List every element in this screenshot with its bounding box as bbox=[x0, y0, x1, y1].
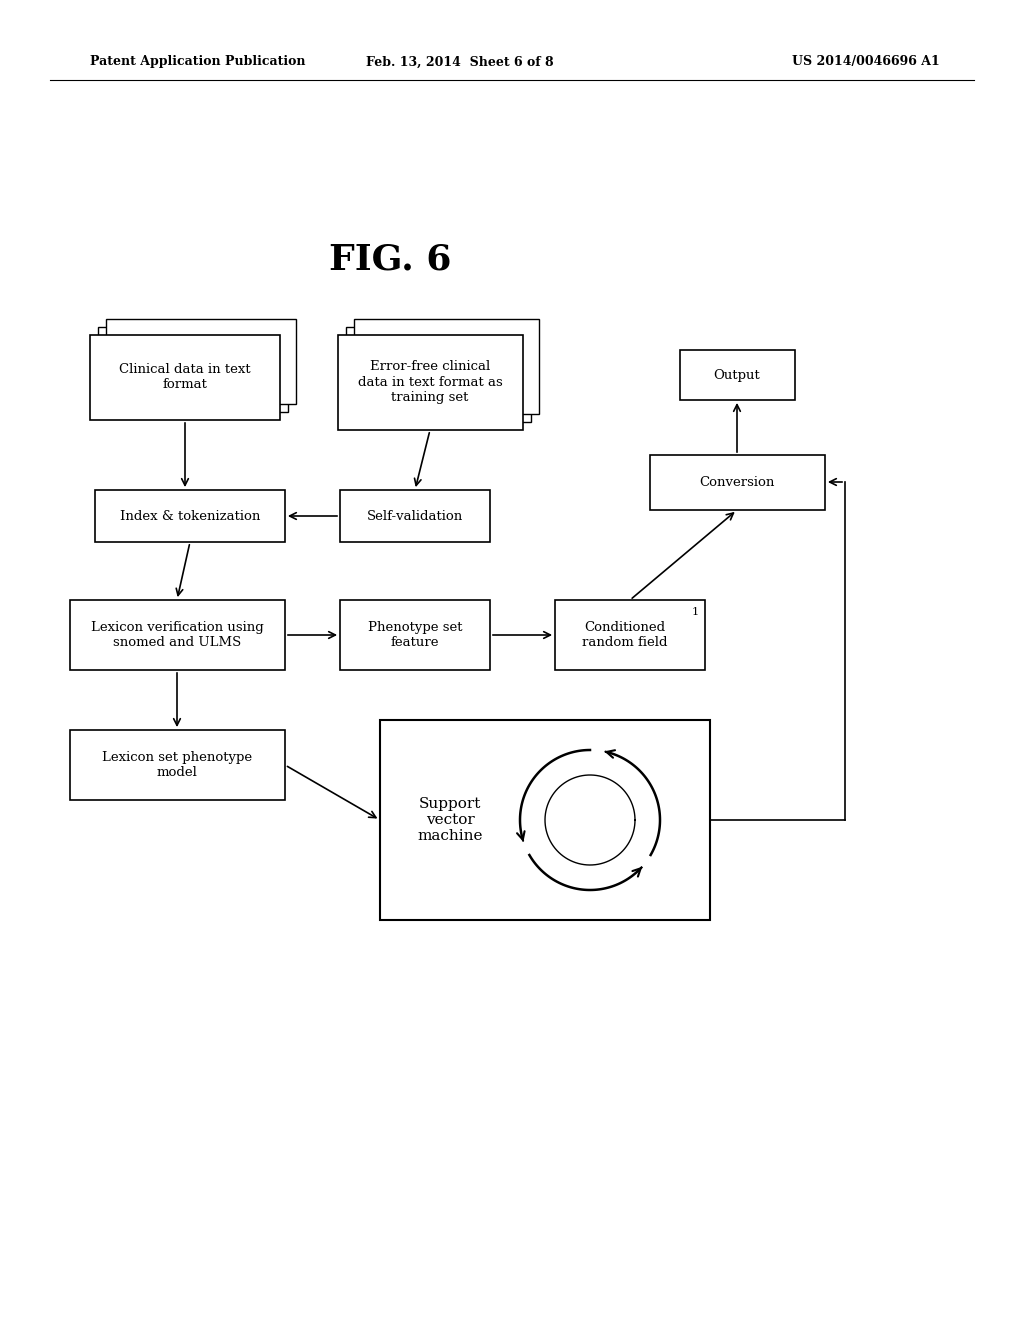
Text: Index & tokenization: Index & tokenization bbox=[120, 510, 260, 523]
Bar bbox=[340, 490, 490, 543]
Bar bbox=[98, 327, 288, 412]
Bar bbox=[70, 601, 285, 671]
Text: Conversion: Conversion bbox=[699, 475, 775, 488]
Bar bbox=[338, 335, 523, 430]
Text: Phenotype set
feature: Phenotype set feature bbox=[368, 620, 462, 649]
Bar bbox=[340, 601, 490, 671]
Text: Lexicon set phenotype
model: Lexicon set phenotype model bbox=[102, 751, 252, 779]
Text: Self-validation: Self-validation bbox=[367, 510, 463, 523]
Bar bbox=[90, 335, 280, 420]
Bar bbox=[346, 327, 531, 422]
Bar bbox=[106, 319, 296, 404]
Text: Output: Output bbox=[714, 368, 761, 381]
Text: Support
vector
machine: Support vector machine bbox=[417, 797, 482, 843]
Bar bbox=[680, 350, 795, 400]
Text: Error-free clinical
data in text format as
training set: Error-free clinical data in text format … bbox=[357, 360, 503, 404]
Text: 1: 1 bbox=[691, 607, 698, 616]
Text: Feb. 13, 2014  Sheet 6 of 8: Feb. 13, 2014 Sheet 6 of 8 bbox=[367, 55, 554, 69]
Bar bbox=[70, 730, 285, 800]
Text: FIG. 6: FIG. 6 bbox=[329, 243, 452, 277]
Bar bbox=[555, 601, 705, 671]
Text: US 2014/0046696 A1: US 2014/0046696 A1 bbox=[793, 55, 940, 69]
Text: Lexicon verification using
snomed and ULMS: Lexicon verification using snomed and UL… bbox=[91, 620, 263, 649]
Bar bbox=[354, 319, 539, 414]
Bar bbox=[650, 455, 825, 510]
Bar bbox=[380, 719, 710, 920]
Bar bbox=[95, 490, 285, 543]
Text: Patent Application Publication: Patent Application Publication bbox=[90, 55, 305, 69]
Text: Conditioned
random field: Conditioned random field bbox=[583, 620, 668, 649]
Text: Clinical data in text
format: Clinical data in text format bbox=[119, 363, 251, 391]
